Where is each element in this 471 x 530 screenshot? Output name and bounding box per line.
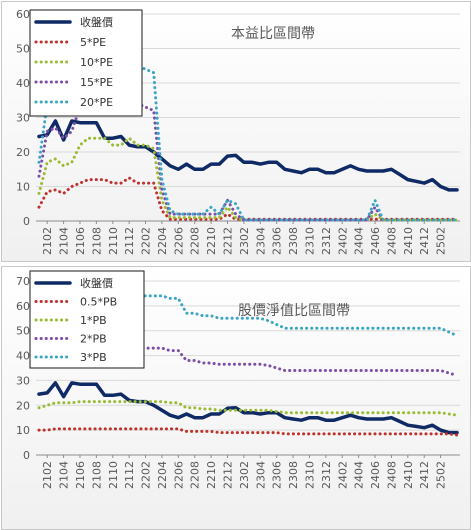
y-tick-label: 20 [16, 146, 30, 159]
x-tick-label: 2302 [238, 227, 251, 255]
pe-band-chart: 0 10 20 30 40 50 60 2102 2104 2106 2108 2110 2112 220… [16, 8, 460, 255]
x-tick-label: 2208 [189, 227, 202, 255]
x-tick-label: 2204 [156, 461, 169, 489]
pb-band-chart-panel: 0 10 20 30 40 50 60 70 2102 2104 2106 2108 2110 2112 2… [1, 266, 471, 530]
x-tick-label: 2212 [222, 227, 235, 255]
y-tick-label: 40 [16, 350, 30, 363]
x-tick-label: 2108 [90, 227, 103, 255]
series-line-1 [37, 176, 459, 221]
x-tick-label: 2406 [369, 461, 382, 489]
legend-label: 收盤價 [80, 276, 113, 290]
x-tick-label: 2404 [353, 461, 366, 489]
x-tick-label: 2104 [58, 461, 71, 489]
x-tick-label: 2310 [303, 461, 316, 489]
legend-label: 3*PB [80, 351, 107, 364]
x-tick-label: 2202 [140, 461, 153, 489]
y-tick-label: 20 [16, 399, 30, 412]
x-tick-label: 2102 [41, 227, 54, 255]
legend-box [29, 9, 143, 117]
x-tick-label: 2110 [107, 461, 120, 489]
x-tick-label: 2308 [287, 461, 300, 489]
x-tick-label: 2410 [402, 227, 415, 255]
series-line-0 [37, 119, 459, 192]
series-line-2 [37, 136, 459, 222]
y-tick-label: 30 [16, 374, 30, 387]
series-line-1 [37, 427, 459, 437]
x-tick-label: 2302 [238, 461, 251, 489]
x-tick-label: 2408 [385, 461, 398, 489]
x-tick-label: 2304 [254, 227, 267, 255]
pb-band-chart: 0 10 20 30 40 50 60 70 2102 2104 2106 2108 2110 2112 2… [16, 270, 460, 489]
x-tick-label: 2206 [172, 227, 185, 255]
x-tick-label: 2104 [58, 227, 71, 255]
y-tick-label: 40 [16, 77, 30, 90]
legend-label: 2*PB [80, 333, 107, 346]
x-tick-label: 2310 [303, 227, 316, 255]
x-tick-label: 2308 [287, 227, 300, 255]
x-tick-label: 2206 [172, 461, 185, 489]
chart-title: 本益比區間帶 [231, 26, 315, 42]
y-tick-label: 60 [16, 300, 30, 313]
series-line-2 [37, 400, 459, 417]
x-tick-label: 2412 [418, 227, 431, 255]
y-tick-label: 10 [16, 424, 30, 437]
x-tick-label: 2306 [271, 461, 284, 489]
x-tick-label: 2212 [222, 461, 235, 489]
x-tick-label: 2208 [189, 461, 202, 489]
x-tick-label: 2112 [123, 461, 136, 489]
legend-label: 20*PE [80, 96, 113, 109]
x-tick-label: 2412 [418, 461, 431, 489]
x-tick-label: 2102 [41, 461, 54, 489]
legend-label: 1*PB [80, 314, 107, 327]
legend-label: 15*PE [80, 76, 113, 89]
pe-band-chart-panel: 0 10 20 30 40 50 60 2102 2104 2106 2108 2110 2112 220… [1, 1, 471, 262]
x-tick-label: 2110 [107, 227, 120, 255]
x-tick-label: 2402 [336, 227, 349, 255]
legend-label: 10*PE [80, 56, 113, 69]
legend-label: 0.5*PB [80, 296, 117, 309]
x-tick-label: 2202 [140, 227, 153, 255]
y-tick-label: 0 [23, 215, 30, 228]
legend-label: 5*PE [80, 36, 106, 49]
x-tick-label: 2210 [205, 461, 218, 489]
x-tick-label: 2406 [369, 227, 382, 255]
y-tick-label: 0 [23, 449, 30, 462]
x-tick-label: 2312 [320, 461, 333, 489]
x-tick-label: 2112 [123, 227, 136, 255]
y-tick-label: 10 [16, 181, 30, 194]
y-tick-label: 50 [16, 43, 30, 56]
x-tick-label: 2404 [353, 227, 366, 255]
x-tick-label: 2502 [435, 461, 448, 489]
x-tick-label: 2408 [385, 227, 398, 255]
x-tick-label: 2502 [435, 227, 448, 255]
x-tick-label: 2106 [74, 461, 87, 489]
x-tick-label: 2304 [254, 461, 267, 489]
y-tick-label: 50 [16, 325, 30, 338]
y-tick-label: 70 [16, 275, 30, 288]
x-tick-label: 2106 [74, 227, 87, 255]
series-line-4 [37, 53, 459, 222]
series-line-0 [37, 381, 459, 435]
x-tick-label: 2204 [156, 227, 169, 255]
chart-title: 股價淨值比區間帶 [238, 302, 350, 319]
y-tick-label: 60 [16, 8, 30, 21]
legend-label: 收盤價 [80, 15, 113, 29]
x-tick-label: 2312 [320, 227, 333, 255]
y-tick-label: 30 [16, 112, 30, 125]
x-tick-label: 2402 [336, 461, 349, 489]
legend-box [29, 270, 145, 369]
x-tick-label: 2108 [90, 461, 103, 489]
x-tick-label: 2410 [402, 461, 415, 489]
x-tick-label: 2306 [271, 227, 284, 255]
x-tick-label: 2210 [205, 227, 218, 255]
